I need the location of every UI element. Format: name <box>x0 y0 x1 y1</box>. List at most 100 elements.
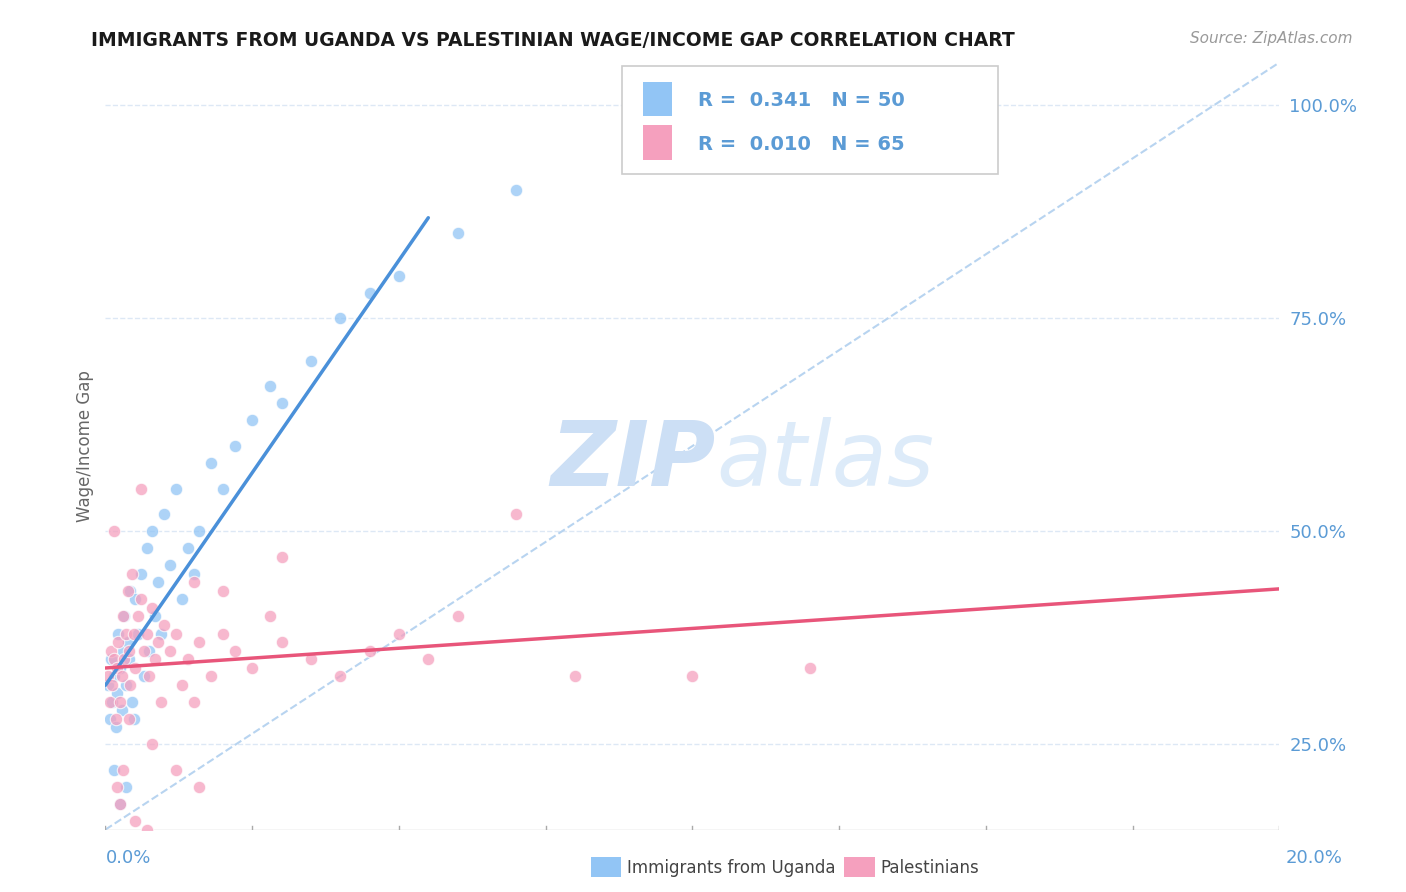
Y-axis label: Wage/Income Gap: Wage/Income Gap <box>76 370 94 522</box>
Point <box>111 669 134 683</box>
Point <box>183 566 205 581</box>
Point <box>240 660 263 674</box>
Text: atlas: atlas <box>716 417 934 506</box>
Point <box>135 626 157 640</box>
Point <box>159 643 181 657</box>
Point <box>118 712 141 726</box>
Point <box>447 226 470 240</box>
Text: Source: ZipAtlas.com: Source: ZipAtlas.com <box>1189 31 1353 46</box>
Point <box>115 678 138 692</box>
FancyBboxPatch shape <box>643 81 672 116</box>
Point <box>129 566 152 581</box>
Point <box>299 353 322 368</box>
Point <box>107 626 129 640</box>
Text: R =  0.010   N = 65: R = 0.010 N = 65 <box>699 135 905 154</box>
Point <box>117 635 139 649</box>
Point <box>112 609 135 624</box>
Point <box>97 669 120 683</box>
Point <box>259 379 281 393</box>
Point <box>98 712 121 726</box>
FancyBboxPatch shape <box>643 126 672 160</box>
Point <box>240 413 263 427</box>
Point <box>120 583 142 598</box>
Point <box>153 618 176 632</box>
Point <box>176 652 198 666</box>
Point <box>132 643 155 657</box>
Point <box>118 652 141 666</box>
Text: 20.0%: 20.0% <box>1286 849 1343 867</box>
Point <box>799 660 821 674</box>
Point <box>359 643 381 657</box>
Point <box>112 763 135 777</box>
Point <box>188 524 211 539</box>
Text: IMMIGRANTS FROM UGANDA VS PALESTINIAN WAGE/INCOME GAP CORRELATION CHART: IMMIGRANTS FROM UGANDA VS PALESTINIAN WA… <box>91 31 1015 50</box>
Point <box>122 626 145 640</box>
FancyBboxPatch shape <box>621 66 998 174</box>
Point <box>211 626 233 640</box>
Point <box>141 524 163 539</box>
Point <box>505 507 527 521</box>
Text: 0.0%: 0.0% <box>105 849 150 867</box>
Point <box>115 780 138 794</box>
Point <box>183 695 205 709</box>
Text: ZIP: ZIP <box>551 417 716 506</box>
Point <box>117 583 139 598</box>
Point <box>170 678 193 692</box>
Point <box>270 549 292 564</box>
Point <box>359 285 381 300</box>
Point <box>121 695 143 709</box>
Point <box>105 780 128 794</box>
Point <box>129 592 152 607</box>
Point <box>135 822 157 837</box>
Point <box>103 524 125 539</box>
Point <box>122 712 145 726</box>
Point <box>105 712 128 726</box>
Point <box>270 635 292 649</box>
Point <box>105 720 128 734</box>
Point <box>165 763 187 777</box>
Point <box>200 456 222 470</box>
Point <box>299 652 322 666</box>
Point <box>183 575 205 590</box>
Point <box>108 797 131 811</box>
Text: R =  0.341   N = 50: R = 0.341 N = 50 <box>699 91 905 111</box>
Point <box>143 652 166 666</box>
Point <box>148 635 170 649</box>
Point <box>108 695 131 709</box>
Point <box>105 686 128 700</box>
Point <box>121 566 143 581</box>
Point <box>135 541 157 556</box>
Point <box>165 482 187 496</box>
Point <box>112 643 135 657</box>
Point <box>143 609 166 624</box>
Point <box>124 660 146 674</box>
Point <box>200 669 222 683</box>
Point <box>108 660 131 674</box>
Point <box>259 609 281 624</box>
Point <box>101 678 124 692</box>
Point <box>224 439 246 453</box>
Point <box>124 592 146 607</box>
Point <box>111 703 134 717</box>
Point <box>165 626 187 640</box>
Point <box>132 669 155 683</box>
Point <box>118 643 141 657</box>
Text: Palestinians: Palestinians <box>880 859 979 877</box>
Point <box>505 183 527 197</box>
Point <box>105 660 128 674</box>
Point <box>138 643 160 657</box>
Point <box>150 695 173 709</box>
Point <box>176 541 198 556</box>
Point <box>127 626 149 640</box>
Point <box>150 626 173 640</box>
Point <box>159 558 181 573</box>
Point <box>138 669 160 683</box>
Point <box>211 482 233 496</box>
Point <box>224 643 246 657</box>
Point <box>120 678 142 692</box>
Point <box>112 652 135 666</box>
Point <box>107 635 129 649</box>
Point <box>108 797 131 811</box>
Point <box>103 669 125 683</box>
Point <box>141 737 163 751</box>
